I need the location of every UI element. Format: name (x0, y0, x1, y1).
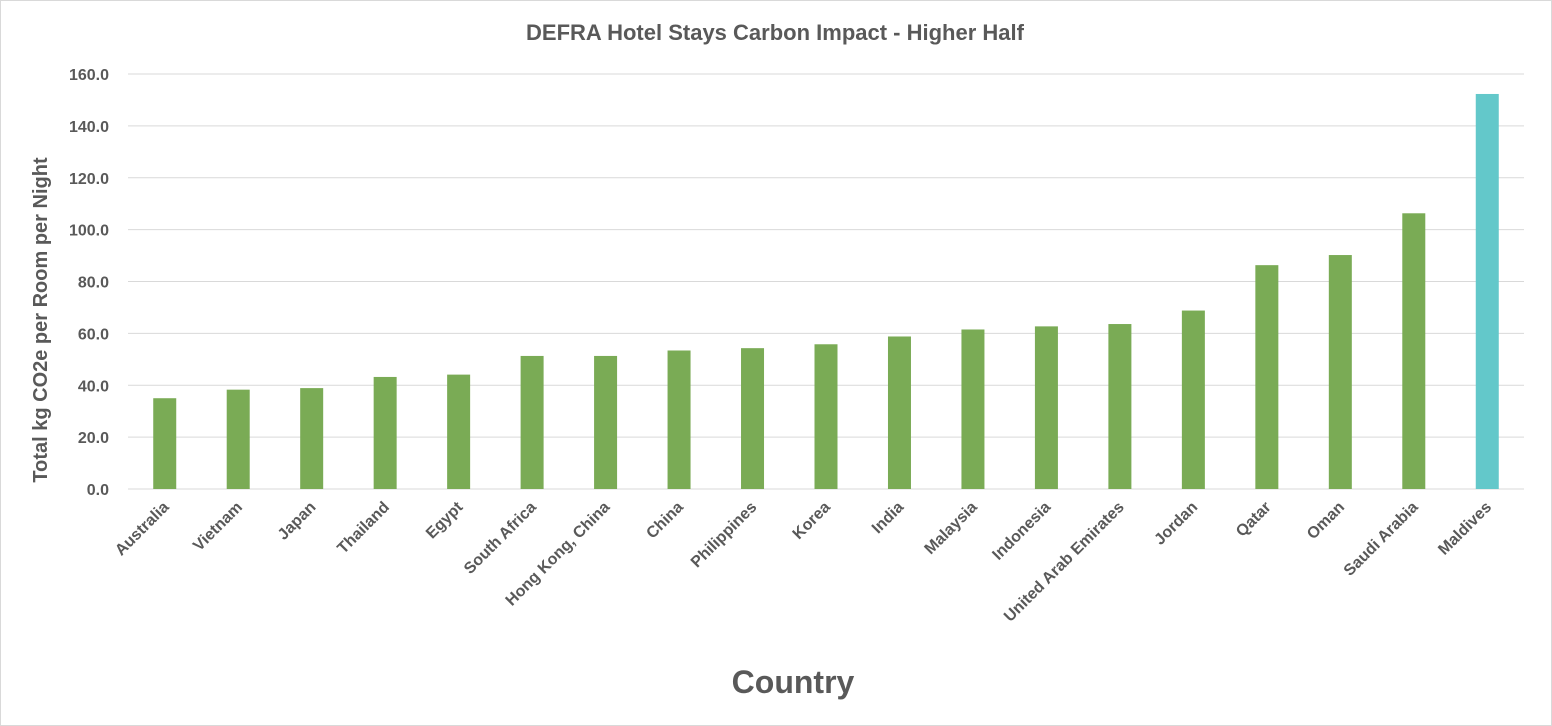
x-tick-label: Australia (112, 499, 173, 560)
x-tick-label: Vietnam (190, 499, 246, 555)
bar-jordan (1181, 310, 1205, 489)
bar-united-arab-emirates (1108, 324, 1132, 489)
x-tick-label: Oman (1304, 499, 1348, 543)
x-tick-label: Indonesia (989, 499, 1054, 564)
x-tick-label: South Africa (461, 499, 540, 578)
bar-malaysia (961, 329, 985, 489)
y-tick-label: 60.0 (78, 326, 109, 343)
x-tick-label: Egypt (423, 498, 467, 542)
bars (153, 93, 1499, 490)
bar-korea (814, 344, 838, 489)
y-tick-label: 20.0 (78, 430, 109, 447)
x-axis-ticks: Australia Vietnam Japan Thailand EgyptSouth … (112, 498, 1495, 625)
bar-india (887, 336, 911, 489)
x-tick-label: Japan (275, 499, 320, 544)
x-tick-label: Saudi Arabia (1341, 499, 1422, 580)
bar-egypt (447, 374, 471, 489)
y-tick-label: 160.0 (69, 67, 109, 84)
bar-australia (153, 398, 177, 489)
bar-qatar (1255, 265, 1279, 489)
bar-south-africa (520, 355, 544, 489)
y-tick-label: 140.0 (69, 119, 109, 136)
x-tick-label: Thailand (334, 499, 393, 558)
gridlines (128, 73, 1524, 490)
x-axis-title: Country (732, 664, 855, 700)
x-tick-label: Philippines (688, 499, 760, 571)
y-tick-label: 0.0 (87, 482, 109, 499)
bar-indonesia (1034, 326, 1058, 489)
bar-vietnam (226, 389, 250, 489)
bar-china (667, 350, 691, 489)
bar-japan (300, 388, 324, 489)
y-tick-label: 40.0 (78, 378, 109, 395)
y-tick-label: 80.0 (78, 275, 109, 292)
y-tick-label: 120.0 (69, 171, 109, 188)
bar-maldives (1475, 93, 1499, 490)
bar-philippines (741, 348, 765, 489)
y-tick-label: 100.0 (69, 223, 109, 240)
x-tick-label: Jordan (1151, 499, 1201, 549)
x-tick-label: United Arab Emirates (1001, 499, 1128, 626)
y-axis-title: Total kg CO2e per Room per Night (30, 157, 52, 483)
bar-saudi-arabia (1402, 213, 1426, 490)
x-tick-label: Qatar (1233, 499, 1275, 541)
x-tick-label: Maldives (1435, 499, 1495, 559)
x-tick-label: India (869, 499, 907, 537)
bar-thailand (373, 376, 397, 489)
y-axis-ticks: 0.0 20.0 40.0 60.0 80.0 100.0 120.0 140.0 160.0 (69, 67, 109, 499)
bar-hong-kong-china (594, 355, 618, 489)
x-tick-label: China (643, 499, 687, 543)
bar-oman (1328, 255, 1352, 489)
x-tick-label: Malaysia (922, 499, 981, 558)
chart-title: DEFRA Hotel Stays Carbon Impact - Higher… (526, 20, 1025, 45)
x-tick-label: Korea (790, 499, 834, 543)
